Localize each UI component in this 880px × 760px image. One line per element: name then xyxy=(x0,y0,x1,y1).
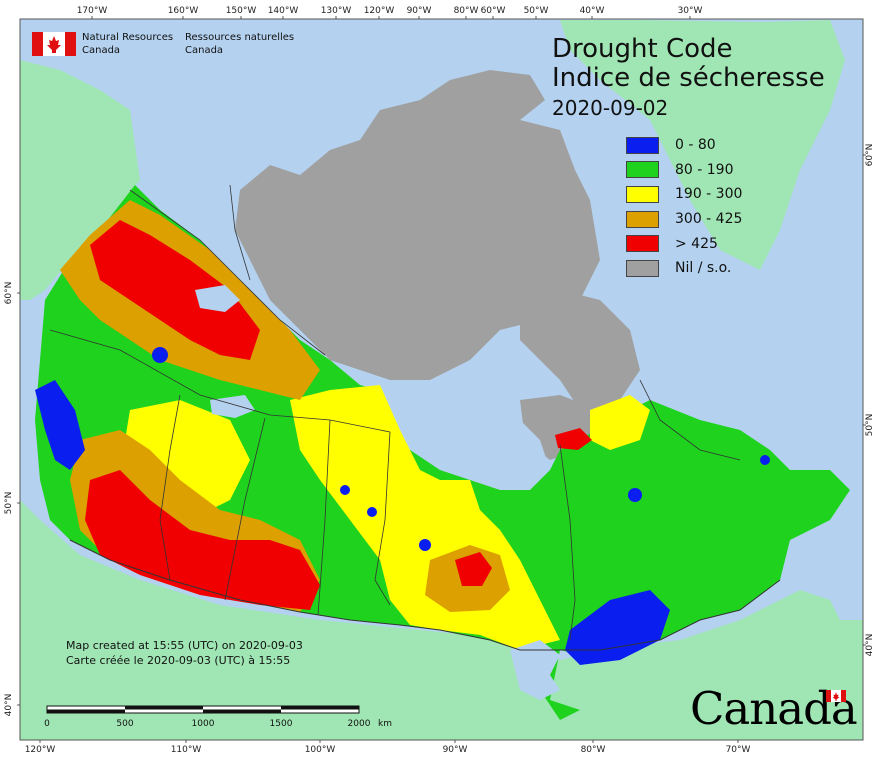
credit-en: Map created at 15:55 (UTC) on 2020-09-03 xyxy=(66,639,303,652)
axis-tick-label: 130°W xyxy=(321,6,352,16)
axis-tick-label: 60°N xyxy=(4,282,14,305)
axis-tick-label: 170°W xyxy=(77,6,108,16)
title-en: Drought Code xyxy=(552,34,733,64)
axis-tick-label: 50°N xyxy=(4,492,14,515)
credit-fr: Carte créée le 2020-09-03 (UTC) à 15:55 xyxy=(66,654,291,667)
usa-land xyxy=(20,500,863,740)
scale-tick-label: 2000 xyxy=(348,719,371,729)
agency-fr-line2: Canada xyxy=(185,45,224,56)
agency-en-line1: Natural Resources xyxy=(82,32,174,43)
dc-blue-spot xyxy=(152,347,168,363)
provincial-borders xyxy=(49,184,741,641)
axis-tick-label: 60°W xyxy=(481,6,506,16)
legend-entry: 0 - 80 xyxy=(626,133,742,158)
dc-red-quebec xyxy=(555,428,592,450)
dc-blue-spot xyxy=(760,455,770,465)
map-border xyxy=(19,18,864,741)
map-date: 2020-09-02 xyxy=(552,96,669,120)
axis-tick-label: 140°W xyxy=(268,6,299,16)
scale-tick-label: 1500 xyxy=(270,719,293,729)
scale-bar: 0 500 1000 1500 2000 km xyxy=(44,705,392,729)
scale-tick-label: 1000 xyxy=(192,719,215,729)
axis-tick-label: 40°W xyxy=(580,6,605,16)
axis-tick-label: 60°N xyxy=(865,144,875,167)
axis-tick-label: 40°N xyxy=(4,694,14,717)
dc-blue-spot xyxy=(628,488,642,502)
legend-label: 190 - 300 xyxy=(675,186,743,203)
greenland-land xyxy=(560,20,845,270)
axis-tick-label: 50°N xyxy=(865,414,875,437)
scale-tick-label: 500 xyxy=(116,719,133,729)
dc-blue-ontario xyxy=(565,590,670,665)
axis-tick-label: 90°W xyxy=(407,6,432,16)
legend: 0 - 80 80 - 190 190 - 300 300 - 425 > 425 Nil… xyxy=(626,133,742,281)
legend-entry: 80 - 190 xyxy=(626,158,742,183)
legend-label: 80 - 190 xyxy=(675,161,734,178)
top-axis-ticks: 170°W 160°W 150°W 140°W 130°W 120°W 90°W 80°W 60… xyxy=(77,6,703,19)
canada-us-border xyxy=(69,539,781,651)
axis-tick-label: 110°W xyxy=(171,745,202,755)
axis-tick-label: 120°W xyxy=(25,745,56,755)
axis-tick-label: 150°W xyxy=(226,6,257,16)
great-lakes xyxy=(510,640,560,700)
legend-swatch xyxy=(626,259,659,277)
bottom-axis-ticks: 120°W 110°W 100°W 90°W 80°W 70°W xyxy=(25,740,751,755)
axis-tick-label: 40°N xyxy=(865,634,875,657)
hudson-bay xyxy=(380,380,550,490)
arctic-islands xyxy=(235,70,600,380)
legend-swatch xyxy=(626,161,659,179)
legend-swatch xyxy=(626,210,659,228)
dc-blue-bc-coast xyxy=(35,380,85,470)
legend-swatch xyxy=(626,185,659,203)
axis-tick-label: 50°W xyxy=(524,6,549,16)
dc-blue-spot xyxy=(419,539,431,551)
legend-label: Nil / s.o. xyxy=(675,260,732,277)
title-fr: Indice de sécheresse xyxy=(552,63,825,93)
dc-yellow-quebec xyxy=(590,395,650,450)
axis-tick-label: 120°W xyxy=(364,6,395,16)
dc-red-north xyxy=(90,220,260,360)
legend-entry: > 425 xyxy=(626,231,742,256)
great-bear-lake xyxy=(195,285,240,312)
axis-tick-label: 70°W xyxy=(726,745,751,755)
canada-flag-icon xyxy=(32,32,76,56)
right-axis-ticks: 60°N 50°N 40°N xyxy=(863,144,875,657)
legend-label: 300 - 425 xyxy=(675,211,743,228)
left-axis-ticks: 60°N 50°N 40°N xyxy=(4,282,20,717)
legend-swatch xyxy=(626,235,659,253)
legend-entry: 190 - 300 xyxy=(626,182,742,207)
agency-en-line2: Canada xyxy=(82,45,121,56)
dc-blue-spot xyxy=(340,485,350,495)
dc-red-ontario xyxy=(455,552,492,586)
scale-tick-label: 0 xyxy=(44,719,50,729)
legend-entry: Nil / s.o. xyxy=(626,256,742,281)
axis-tick-label: 80°W xyxy=(454,6,479,16)
legend-entry: 300 - 425 xyxy=(626,207,742,232)
legend-label: > 425 xyxy=(675,235,718,252)
scale-unit: km xyxy=(378,719,392,729)
axis-tick-label: 100°W xyxy=(305,745,336,755)
legend-swatch xyxy=(626,136,659,154)
agency-fr-line1: Ressources naturelles xyxy=(185,32,295,43)
agency-name-fr: Ressources naturelles Canada xyxy=(185,31,294,57)
axis-tick-label: 160°W xyxy=(168,6,199,16)
agency-name-en: Natural Resources Canada xyxy=(82,31,173,57)
dc-red-south xyxy=(85,470,320,610)
axis-tick-label: 80°W xyxy=(581,745,606,755)
legend-label: 0 - 80 xyxy=(675,137,716,154)
dc-blue-spot xyxy=(367,507,377,517)
axis-tick-label: 90°W xyxy=(443,745,468,755)
axis-tick-label: 30°W xyxy=(678,6,703,16)
baffin-island xyxy=(520,290,640,420)
alaska-land xyxy=(20,60,140,300)
wordmark-flag-icon xyxy=(826,690,846,702)
